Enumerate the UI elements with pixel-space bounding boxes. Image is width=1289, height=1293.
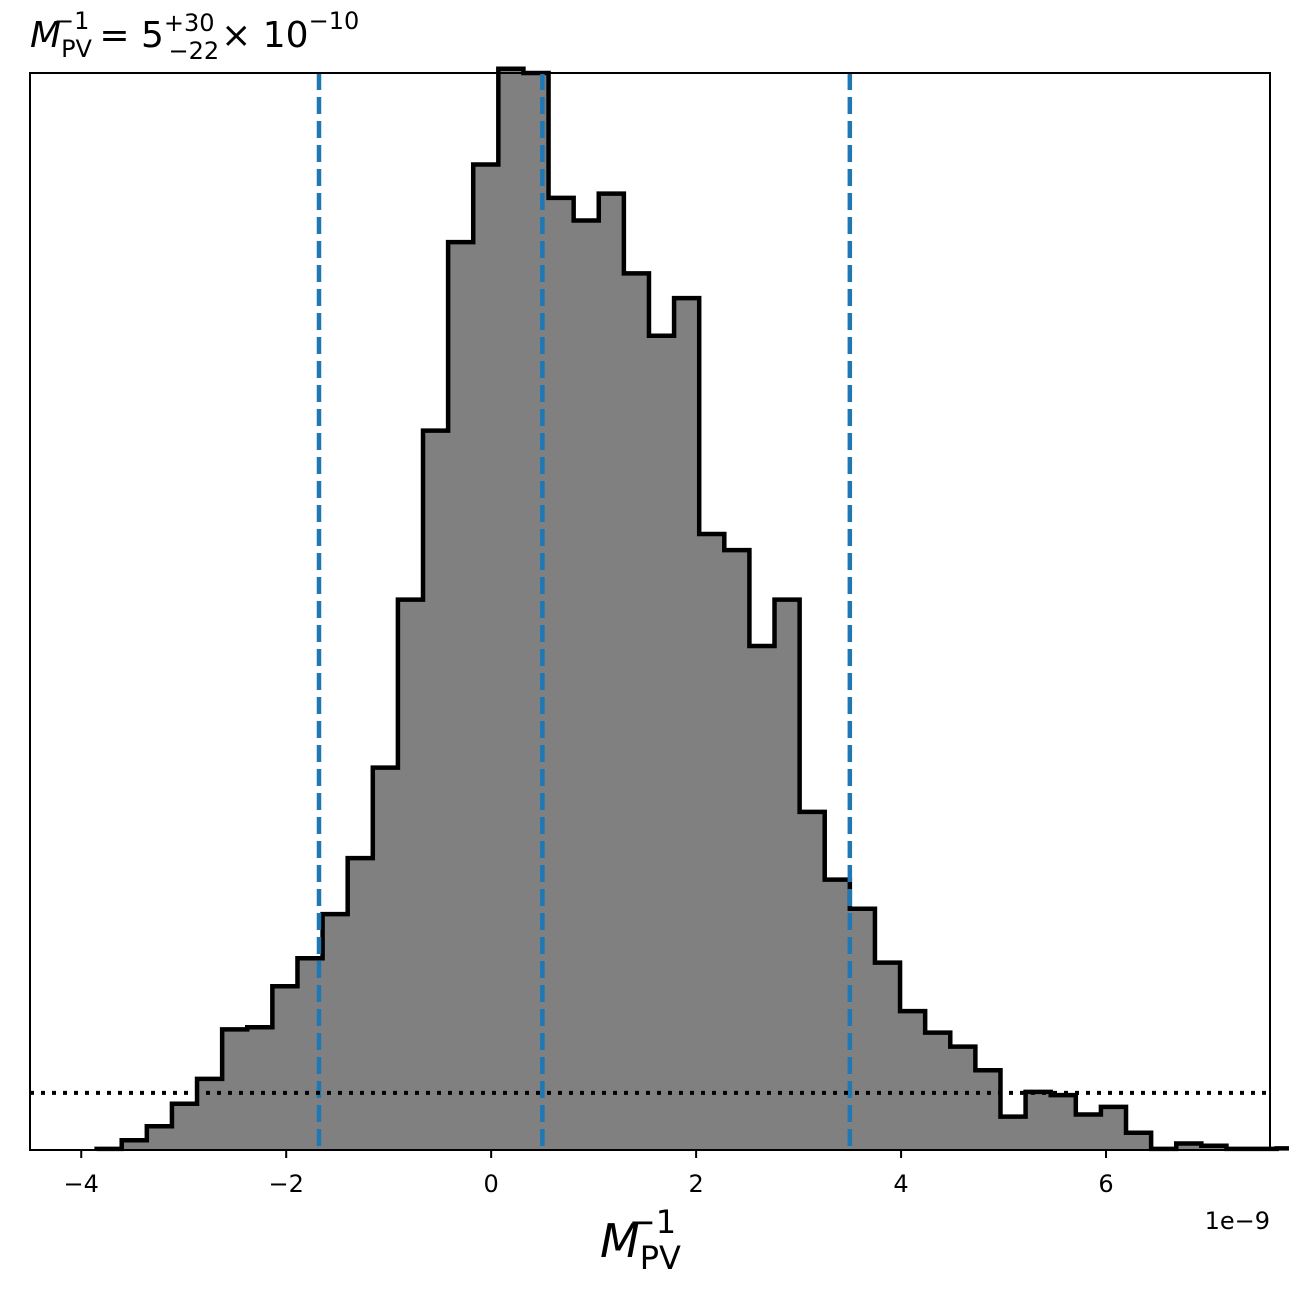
histogram-bar — [799, 811, 826, 1150]
xlabel-superscript: −1 — [629, 1203, 676, 1241]
histogram-bar — [623, 273, 650, 1150]
histogram-bar — [900, 1011, 926, 1150]
title-symbol-sup: −1 — [54, 7, 89, 35]
chart-title: MPV−1 = 5+30 −22× 10−10 — [30, 7, 359, 65]
x-axis-label: MPV−1 — [600, 1203, 681, 1277]
x-offset-label: 1e−9 — [1205, 1207, 1270, 1235]
histogram-bar — [749, 645, 776, 1150]
x-tick-label: 6 — [1098, 1170, 1113, 1198]
histogram-bar — [648, 335, 675, 1151]
histogram-bar — [1176, 1143, 1202, 1150]
histogram-bar — [1126, 1132, 1152, 1150]
title-symbol: M — [30, 15, 61, 56]
histogram-bar — [247, 1027, 273, 1150]
histogram-bar — [699, 533, 725, 1150]
xlabel-subscript: PV — [640, 1239, 681, 1277]
histogram-bar — [146, 1126, 173, 1150]
histogram-bar — [121, 1140, 148, 1150]
histogram-outline — [94, 66, 1289, 1152]
title-multiplier: × 10 — [221, 15, 308, 56]
histogram-bar — [423, 430, 449, 1151]
histogram-bar — [824, 879, 851, 1150]
x-tick-label: 4 — [893, 1170, 908, 1198]
histogram-bar — [674, 298, 700, 1150]
histogram-bar — [473, 164, 499, 1151]
histogram-bars — [96, 68, 1289, 1151]
histogram-bar — [498, 68, 524, 1150]
title-equals: = 5 — [99, 15, 164, 56]
histogram-bar — [849, 908, 876, 1150]
histogram-bar — [171, 1103, 198, 1150]
x-axis-ticks: −4 −2 0 2 4 6 — [64, 1150, 1114, 1198]
histogram-bar — [322, 914, 349, 1150]
histogram-bar — [774, 599, 801, 1150]
histogram-bar — [598, 193, 625, 1150]
title-upper-error: +30 — [164, 9, 215, 37]
histogram-bar — [874, 962, 901, 1150]
axes-frame — [29, 72, 1271, 1151]
histogram-bar — [724, 550, 750, 1150]
quantile-lines — [316, 73, 853, 1150]
histogram-bar — [1000, 1116, 1027, 1150]
histogram-bar — [975, 1070, 1001, 1150]
histogram-bar — [1025, 1091, 1052, 1150]
histogram-bar — [548, 197, 575, 1150]
x-tick-label: 2 — [688, 1170, 703, 1198]
x-tick-label: −2 — [269, 1170, 304, 1198]
histogram-bar — [1100, 1106, 1127, 1150]
histogram-bar — [272, 986, 298, 1150]
histogram-bar — [197, 1078, 223, 1150]
x-tick-label: −4 — [64, 1170, 99, 1198]
histogram-bar — [1050, 1095, 1077, 1150]
histogram-bar — [347, 858, 374, 1150]
histogram-bar — [573, 220, 600, 1150]
histogram-bar — [372, 767, 399, 1150]
title-lower-error: −22 — [169, 37, 220, 65]
title-multiplier-exponent: −10 — [309, 7, 360, 35]
histogram-bar — [950, 1046, 976, 1150]
title-symbol-sub: PV — [61, 35, 92, 63]
histogram-bar — [397, 599, 424, 1150]
xlabel-symbol: M — [600, 1214, 640, 1268]
histogram-bar — [1075, 1114, 1102, 1150]
histogram-bar — [222, 1029, 248, 1150]
histogram-bar — [448, 242, 474, 1151]
x-tick-label: 0 — [484, 1170, 499, 1198]
histogram-bar — [523, 73, 550, 1150]
